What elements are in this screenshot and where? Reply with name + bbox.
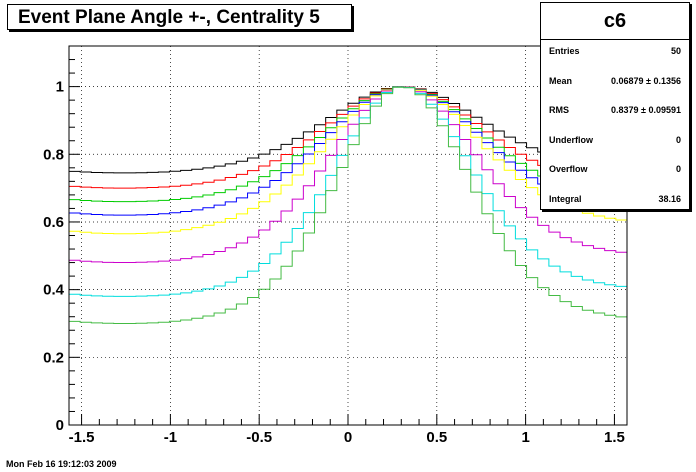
stats-row-mean: Mean 0.06879 ± 0.1356 [541,70,689,100]
y-tick-label: 0.2 [43,349,64,366]
stats-value: 50 [670,46,681,56]
stats-value: 0.06879 ± 0.1356 [610,75,681,86]
stats-row-underflow: Underflow 0 [541,129,689,159]
data-series [69,86,627,324]
x-tick-label: -0.5 [246,429,272,446]
stats-value: 0.8379 ± 0.09591 [610,105,681,115]
stats-label: Underflow [549,134,593,145]
stats-label: Mean [549,75,573,86]
stats-box: c6 Entries 50 Mean 0.06879 ± 0.1356 RMS … [540,2,690,210]
x-tick-label: -1.5 [69,429,95,446]
stats-row-integral: Integral 38.16 [541,188,689,218]
x-tick-label: 0.5 [426,429,447,446]
y-tick-label: 0.6 [43,214,64,231]
stats-row-overflow: Overflow 0 [541,158,689,188]
series-line-7 [69,86,627,324]
stats-label: Entries [549,46,580,56]
stats-value: 0 [675,164,681,174]
y-tick-label: 0.8 [43,146,64,163]
stats-value: 0 [675,134,681,145]
stats-histogram-name: c6 [541,3,689,40]
x-tick-label: 0 [344,429,352,446]
series-line-4 [69,86,627,235]
stats-label: RMS [549,105,569,115]
x-tick-label: -1 [164,429,177,446]
stats-label: Integral [549,193,582,204]
y-tick-label: 1 [56,79,64,96]
stats-row-entries: Entries 50 [541,40,689,70]
axes: -1.5 -1 -0.5 0 0.5 1 1.5 0 0.2 0.4 0.6 0.8 1 [43,45,628,446]
x-tick-label: 1 [521,429,529,446]
plot-title: Event Plane Angle +-, Centrality 5 [7,4,352,30]
stats-label: Overflow [549,164,588,174]
stats-row-rms: RMS 0.8379 ± 0.09591 [541,99,689,129]
timestamp: Mon Feb 16 19:12:03 2009 [6,459,117,469]
stats-value: 38.16 [658,193,681,204]
y-tick-label: 0.4 [43,282,65,299]
plot-frame-border [68,45,628,426]
y-tick-label: 0 [56,417,64,434]
series-line-5 [69,86,627,264]
x-tick-label: 1.5 [604,429,625,446]
